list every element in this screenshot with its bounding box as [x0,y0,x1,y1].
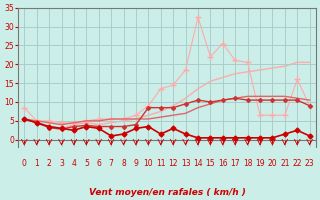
X-axis label: Vent moyen/en rafales ( km/h ): Vent moyen/en rafales ( km/h ) [89,188,245,197]
